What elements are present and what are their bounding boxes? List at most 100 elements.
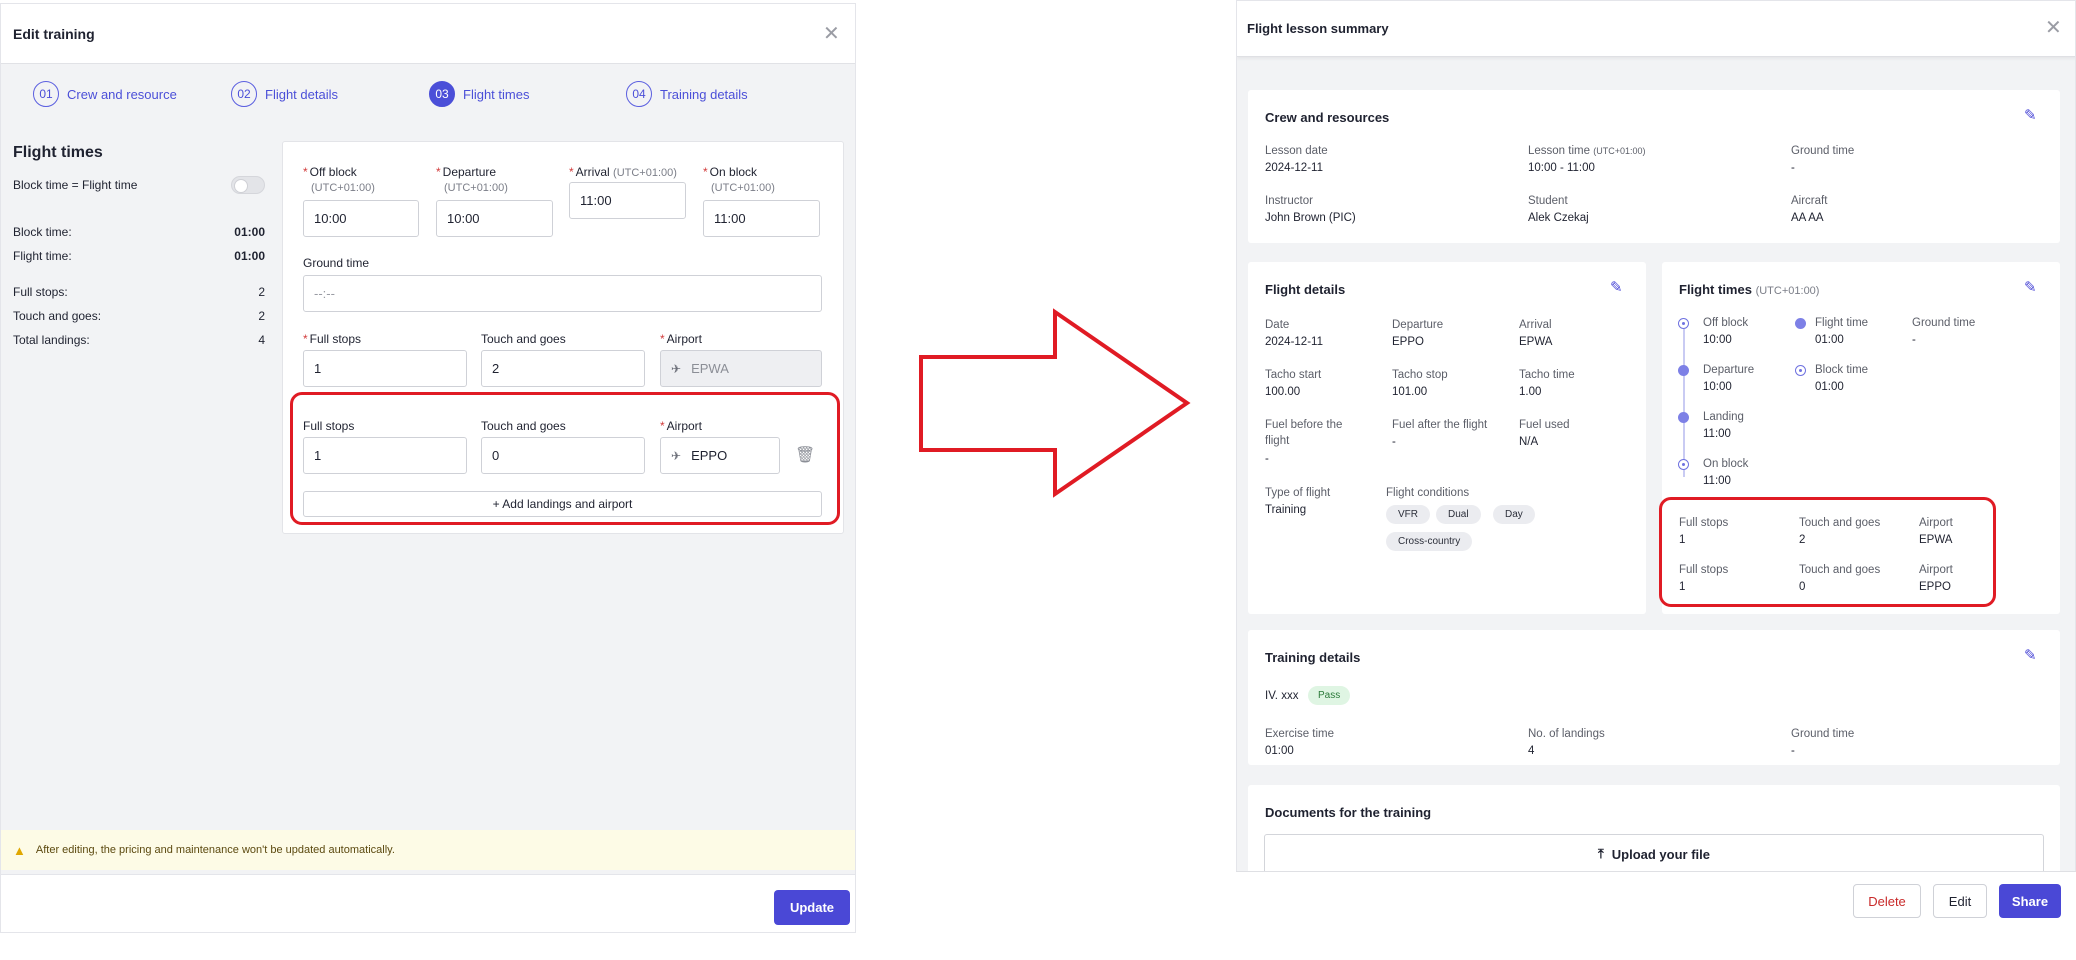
off-block-label: Off block: [1703, 317, 1749, 329]
arrival-input[interactable]: 11:00: [569, 182, 686, 219]
plane-landing-icon: ✈: [671, 448, 682, 463]
full-stops-input[interactable]: 1: [303, 350, 467, 387]
lesson-date-value: 2024-12-11: [1265, 162, 1323, 174]
tacho-start-value: 100.00: [1265, 386, 1301, 398]
touch-goes-label: Touch and goes: [481, 332, 566, 346]
touch-goes-value: 0: [1799, 581, 1806, 593]
flight-time-row: Flight time: 01:00: [13, 244, 265, 268]
aircraft-label: Aircraft: [1791, 195, 1828, 207]
full-stops-label: * Full stops: [303, 332, 362, 346]
flight-time-value: 01:00: [234, 249, 265, 263]
full-stops-input[interactable]: 1: [303, 437, 467, 474]
total-landings-row: Total landings: 4: [13, 328, 265, 352]
on-block-input[interactable]: 11:00: [703, 200, 820, 237]
fuel-after-label: Fuel after the flight: [1392, 419, 1488, 431]
block-time-row: Block time: 01:00: [13, 220, 265, 244]
lesson-date-label: Lesson date: [1265, 145, 1328, 157]
close-icon[interactable]: ✕: [2045, 17, 2062, 39]
warning-text: After editing, the pricing and maintenan…: [35, 844, 395, 856]
tacho-time-value: 1.00: [1519, 386, 1542, 398]
ground-time-label: Ground time: [1791, 728, 1855, 740]
flight-time-label: Flight time: [1815, 317, 1869, 329]
instructor-value: John Brown (PIC): [1265, 212, 1356, 224]
step-training-details[interactable]: 04 Training details: [626, 81, 748, 107]
training-details-card: Training details ✎ IV. xxx Pass Exercise…: [1248, 630, 2060, 765]
update-button[interactable]: Update: [774, 890, 850, 925]
departure-input[interactable]: 10:00: [436, 200, 553, 237]
block-time-value: 01:00: [1815, 381, 1844, 393]
edit-icon[interactable]: ✎: [2024, 279, 2037, 296]
step-flight-details[interactable]: 02 Flight details: [231, 81, 338, 107]
flight-time-dot: [1795, 318, 1806, 329]
warning-banner: ▲ After editing, the pricing and mainten…: [1, 830, 855, 870]
summary-title: Flight lesson summary: [1247, 21, 1389, 36]
fuel-after-value: -: [1392, 436, 1396, 448]
block-time-dot: [1795, 365, 1806, 376]
right-arrow-graphic: [919, 308, 1191, 498]
edit-icon[interactable]: ✎: [2024, 107, 2037, 124]
timeline-line: [1683, 329, 1685, 477]
full-stops-value: 1: [1679, 534, 1686, 546]
exercise-time-value: 01:00: [1265, 745, 1294, 757]
touch-goes-input[interactable]: 0: [481, 437, 645, 474]
flight-times-card: Flight times (UTC+01:00) ✎ Off block 10:…: [1662, 262, 2060, 614]
fuel-before-label: Fuel before the flight: [1265, 419, 1343, 447]
trash-icon[interactable]: 🗑: [795, 447, 816, 464]
airport-value: EPWA: [691, 361, 729, 376]
ground-time-label: Ground time: [303, 256, 370, 270]
touch-goes-value: 2: [258, 309, 265, 323]
instructor-label: Instructor: [1265, 195, 1313, 207]
step-crew-and-resource[interactable]: 01 Crew and resource: [33, 81, 177, 107]
date-value: 2024-12-11: [1265, 336, 1323, 348]
landing-value: 11:00: [1703, 428, 1731, 440]
step-label: Crew and resource: [67, 86, 177, 102]
plane-landing-icon: ✈: [671, 361, 682, 376]
airport-select-disabled: ✈ EPWA: [660, 350, 822, 387]
full-stops-label: Full stops: [303, 419, 355, 433]
off-block-input[interactable]: 10:00: [303, 200, 419, 237]
condition-chip: Day: [1493, 505, 1535, 524]
section-heading: Flight times: [13, 144, 103, 161]
fuel-used-value: N/A: [1519, 436, 1539, 448]
landings-label: No. of landings: [1528, 728, 1605, 740]
ground-time-input[interactable]: --:--: [303, 275, 822, 312]
edit-icon[interactable]: ✎: [1610, 279, 1623, 296]
touch-goes-input[interactable]: 2: [481, 350, 645, 387]
full-stops-label: Full stops: [1679, 517, 1729, 529]
upload-file-button[interactable]: ⤒ Upload your file: [1264, 834, 2044, 874]
step-flight-times[interactable]: 03 Flight times: [429, 81, 529, 107]
touch-goes-label: Touch and goes:: [13, 309, 102, 323]
card-title: Crew and resources: [1265, 110, 1390, 125]
lesson-time-value: 10:00 - 11:00: [1528, 162, 1595, 174]
airport-label: Airport: [1919, 564, 1953, 576]
step-number: 04: [626, 81, 652, 107]
block-flight-toggle-row: Block time = Flight time: [13, 176, 265, 194]
touch-goes-label: Touch and goes: [1799, 564, 1881, 576]
aircraft-value: AA AA: [1791, 212, 1824, 224]
add-landings-button[interactable]: + Add landings and airport: [303, 491, 822, 517]
delete-button[interactable]: Delete: [1853, 884, 1921, 918]
full-stops-value: 1: [1679, 581, 1686, 593]
timeline-dot: [1678, 365, 1689, 376]
touch-goes-label: Touch and goes: [1799, 517, 1881, 529]
edit-button[interactable]: Edit: [1933, 884, 1987, 918]
full-stops-label: Full stops: [1679, 564, 1729, 576]
tacho-stop-label: Tacho stop: [1392, 369, 1448, 381]
airport-select[interactable]: ✈ EPPO: [660, 437, 780, 474]
share-button[interactable]: Share: [1999, 884, 2061, 918]
departure-label: Departure: [1703, 364, 1755, 376]
touch-goes-label: Touch and goes: [481, 419, 566, 433]
crew-resources-card: Crew and resources ✎ Lesson date 2024-12…: [1248, 90, 2060, 243]
off-block-label: * Off block (UTC+01:00): [303, 165, 375, 194]
total-landings-label: Total landings:: [13, 333, 90, 347]
close-icon[interactable]: ✕: [823, 23, 840, 45]
tacho-start-label: Tacho start: [1265, 369, 1322, 381]
ground-time-label: Ground time: [1791, 145, 1855, 157]
timeline-dot: [1678, 412, 1689, 423]
block-time-label: Block time:: [13, 225, 72, 239]
tacho-stop-value: 101.00: [1392, 386, 1428, 398]
edit-icon[interactable]: ✎: [2024, 647, 2037, 664]
date-label: Date: [1265, 319, 1290, 331]
block-time-equals-flight-time-toggle[interactable]: [231, 176, 265, 194]
airport-label: Airport: [1919, 517, 1953, 529]
